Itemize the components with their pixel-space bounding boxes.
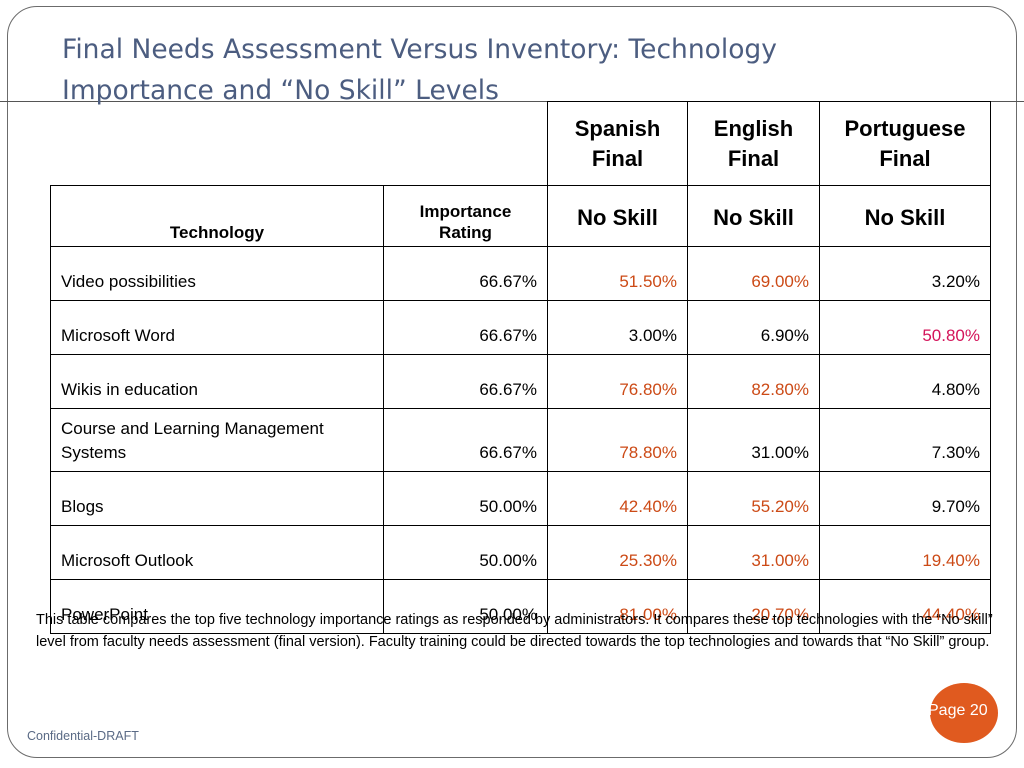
cell-technology: Course and Learning Management Systems bbox=[50, 408, 384, 472]
cell-spanish-no-skill: 81.00% bbox=[547, 579, 688, 634]
cell-english-no-skill: 31.00% bbox=[687, 525, 820, 580]
cell-importance: 50.00% bbox=[383, 579, 548, 634]
cell-technology: Microsoft Outlook bbox=[50, 525, 384, 580]
table-row: Microsoft Outlook 50.00% 25.30% 31.00% 1… bbox=[50, 525, 991, 580]
cell-portuguese-no-skill: 3.20% bbox=[819, 246, 991, 301]
table-group-header-row: Spanish Final English Final Portuguese F… bbox=[51, 101, 991, 186]
table-row: PowerPoint 50.00% 81.00% 20.70% 44.40% bbox=[50, 579, 991, 634]
confidential-footer: Confidential-DRAFT bbox=[27, 729, 139, 743]
header-spanish-no-skill: No Skill bbox=[547, 185, 688, 247]
cell-spanish-no-skill: 25.30% bbox=[547, 525, 688, 580]
cell-importance: 66.67% bbox=[383, 246, 548, 301]
title-divider bbox=[0, 101, 1024, 102]
cell-english-no-skill: 6.90% bbox=[687, 300, 820, 355]
cell-portuguese-no-skill: 7.30% bbox=[819, 408, 991, 472]
header-english-no-skill: No Skill bbox=[687, 185, 820, 247]
table-row: Course and Learning Management Systems 6… bbox=[50, 408, 991, 472]
cell-technology: Blogs bbox=[50, 471, 384, 526]
cell-technology: Video possibilities bbox=[50, 246, 384, 301]
slide-title: Final Needs Assessment Versus Inventory:… bbox=[62, 34, 777, 106]
cell-english-no-skill: 82.80% bbox=[687, 354, 820, 409]
cell-technology: Wikis in education bbox=[50, 354, 384, 409]
header-technology: Technology bbox=[50, 185, 384, 247]
header-importance-rating: Importance Rating bbox=[383, 185, 548, 247]
cell-importance: 50.00% bbox=[383, 471, 548, 526]
table-row: Microsoft Word 66.67% 3.00% 6.90% 50.80% bbox=[50, 300, 991, 355]
page-number-badge bbox=[930, 683, 998, 743]
cell-importance: 66.67% bbox=[383, 300, 548, 355]
header-portuguese-no-skill: No Skill bbox=[819, 185, 991, 247]
cell-portuguese-no-skill: 44.40% bbox=[819, 579, 991, 634]
cell-spanish-no-skill: 78.80% bbox=[547, 408, 688, 472]
table-description: This table compares the top five technol… bbox=[36, 612, 993, 650]
cell-spanish-no-skill: 3.00% bbox=[547, 300, 688, 355]
table-row: Video possibilities 66.67% 51.50% 69.00%… bbox=[50, 246, 991, 301]
cell-portuguese-no-skill: 4.80% bbox=[819, 354, 991, 409]
cell-english-no-skill: 31.00% bbox=[687, 408, 820, 472]
cell-english-no-skill: 20.70% bbox=[687, 579, 820, 634]
cell-portuguese-no-skill: 19.40% bbox=[819, 525, 991, 580]
cell-english-no-skill: 55.20% bbox=[687, 471, 820, 526]
assessment-table: Spanish Final English Final Portuguese F… bbox=[50, 101, 991, 634]
slide-frame bbox=[7, 6, 1017, 758]
header-english-final: English Final bbox=[687, 101, 820, 186]
cell-spanish-no-skill: 51.50% bbox=[547, 246, 688, 301]
table-row: Blogs 50.00% 42.40% 55.20% 9.70% bbox=[50, 471, 991, 526]
cell-importance: 66.67% bbox=[383, 354, 548, 409]
cell-portuguese-no-skill: 9.70% bbox=[819, 471, 991, 526]
cell-importance: 50.00% bbox=[383, 525, 548, 580]
cell-spanish-no-skill: 76.80% bbox=[547, 354, 688, 409]
table-subheader-row: Technology Importance Rating No Skill No… bbox=[50, 185, 991, 247]
header-spanish-final: Spanish Final bbox=[547, 101, 688, 186]
cell-portuguese-no-skill: 50.80% bbox=[819, 300, 991, 355]
header-portuguese-final: Portuguese Final bbox=[819, 101, 991, 186]
cell-importance: 66.67% bbox=[383, 408, 548, 472]
header-spacer bbox=[51, 102, 548, 186]
page-number: Page 20 bbox=[928, 702, 988, 719]
cell-english-no-skill: 69.00% bbox=[687, 246, 820, 301]
cell-technology: Microsoft Word bbox=[50, 300, 384, 355]
cell-spanish-no-skill: 42.40% bbox=[547, 471, 688, 526]
table-row: Wikis in education 66.67% 76.80% 82.80% … bbox=[50, 354, 991, 409]
cell-technology: PowerPoint bbox=[50, 579, 384, 634]
